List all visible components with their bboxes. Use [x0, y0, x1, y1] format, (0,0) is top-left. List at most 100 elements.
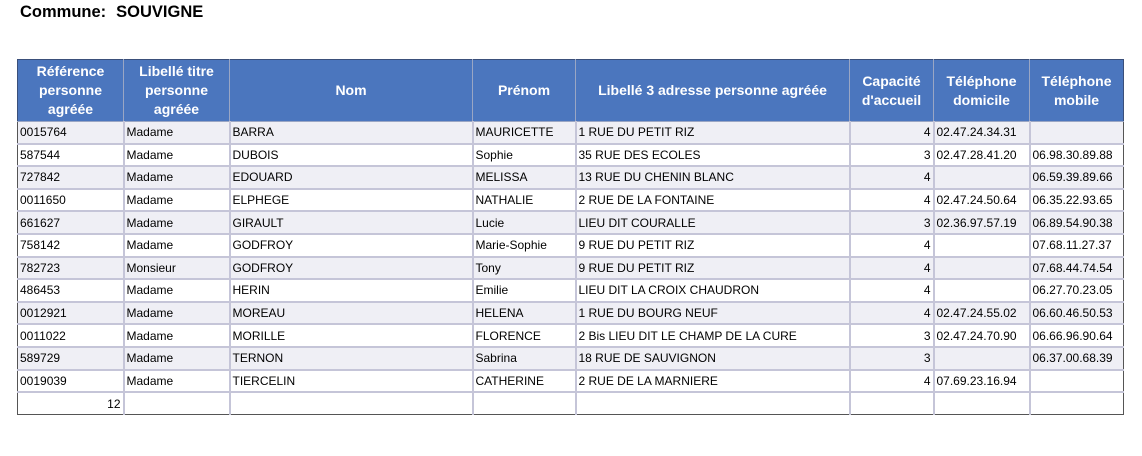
cell-reference: 661627 [17, 211, 124, 235]
column-header-adresse: Libellé 3 adresse personne agréée [575, 59, 850, 122]
cell-nom: MORILLE [228, 324, 473, 348]
total-empty-cell [932, 392, 1030, 416]
cell-tel-mobile: 07.68.44.74.54 [1028, 256, 1124, 281]
cell-reference: 0011650 [17, 188, 124, 213]
table-row: 727842 Madame EDOUARD MELISSA 13 RUE DU CHEN… [17, 166, 1124, 190]
cell-reference: 0019039 [17, 369, 124, 394]
cell-adresse: 1 RUE DU PETIT RIZ [574, 121, 850, 145]
cell-tel-domicile [932, 166, 1030, 190]
cell-tel-domicile [932, 233, 1030, 258]
cell-nom: MOREAU [228, 301, 473, 326]
table-row: 0019039 Madame TIERCELIN CATHERINE 2 RUE DE … [17, 369, 1124, 394]
cell-reference: 589729 [17, 346, 124, 371]
table-row: 0015764 Madame BARRA MAURICETTE 1 RUE DU PET… [17, 121, 1124, 145]
cell-nom: HERIN [228, 279, 473, 303]
column-header-prenom: Prénom [472, 59, 576, 122]
cell-tel-mobile: 06.35.22.93.65 [1028, 188, 1124, 213]
cell-prenom: Sophie [471, 143, 576, 168]
cell-prenom: Marie-Sophie [471, 233, 576, 258]
cell-capacite: 3 [848, 324, 934, 348]
cell-nom: GODFROY [228, 256, 473, 281]
cell-titre: Madame [122, 279, 230, 303]
column-header-nom: Nom [229, 59, 473, 122]
cell-nom: EDOUARD [228, 166, 473, 190]
cell-tel-mobile: 06.27.70.23.05 [1028, 279, 1124, 303]
cell-prenom: HELENA [471, 301, 576, 326]
total-empty-cell [574, 392, 850, 416]
cell-reference: 587544 [17, 143, 124, 168]
commune-label: Commune: [20, 3, 107, 21]
cell-tel-domicile [932, 346, 1030, 371]
cell-capacite: 4 [848, 301, 934, 326]
cell-adresse: 2 RUE DE LA FONTAINE [574, 188, 850, 213]
cell-titre: Madame [122, 324, 230, 348]
table-row: 0012921 Madame MOREAU HELENA 1 RUE DU BOURG … [17, 301, 1124, 326]
cell-tel-mobile: 06.98.30.89.88 [1028, 143, 1124, 168]
cell-nom: TIERCELIN [228, 369, 473, 394]
cell-titre: Madame [122, 233, 230, 258]
cell-prenom: FLORENCE [471, 324, 576, 348]
cell-reference: 0012921 [17, 301, 124, 326]
cell-nom: GODFROY [228, 233, 473, 258]
table-header: Référence personne agréée Libellé titre p… [17, 59, 1124, 122]
cell-adresse: 9 RUE DU PETIT RIZ [574, 256, 850, 281]
agreed-persons-table: Référence personne agréée Libellé titre p… [17, 59, 1124, 416]
cell-adresse: 18 RUE DE SAUVIGNON [574, 346, 850, 371]
table-row: 0011650 Madame ELPHEGE NATHALIE 2 RUE DE LA … [17, 188, 1124, 213]
cell-titre: Madame [122, 121, 230, 145]
table-row: 758142 Madame GODFROY Marie-Sophie 9 RUE DU … [17, 233, 1124, 258]
cell-capacite: 4 [848, 121, 934, 145]
cell-titre: Madame [122, 143, 230, 168]
table-body: 0015764 Madame BARRA MAURICETTE 1 RUE DU PET… [17, 121, 1124, 416]
column-header-capacite: Capacité d'accueil [849, 59, 934, 122]
cell-prenom: MAURICETTE [471, 121, 576, 145]
cell-prenom: CATHERINE [471, 369, 576, 394]
cell-nom: BARRA [228, 121, 473, 145]
cell-adresse: 2 RUE DE LA MARNIERE [574, 369, 850, 394]
cell-tel-mobile [1028, 369, 1124, 394]
cell-nom: ELPHEGE [228, 188, 473, 213]
cell-tel-domicile: 02.47.28.41.20 [932, 143, 1030, 168]
cell-reference: 758142 [17, 233, 124, 258]
cell-tel-mobile: 06.37.00.68.39 [1028, 346, 1124, 371]
table-row: 486453 Madame HERIN Emilie LIEU DIT LA CROIX… [17, 279, 1124, 303]
total-empty-cell [1028, 392, 1124, 416]
table-row: 661627 Madame GIRAULT Lucie LIEU DIT COURALL… [17, 211, 1124, 235]
table-row: 782723 Monsieur GODFROY Tony 9 RUE DU PETIT … [17, 256, 1124, 281]
cell-titre: Madame [122, 211, 230, 235]
cell-tel-domicile: 02.47.24.55.02 [932, 301, 1030, 326]
cell-capacite: 4 [848, 233, 934, 258]
cell-adresse: LIEU DIT COURALLE [574, 211, 850, 235]
cell-capacite: 3 [848, 143, 934, 168]
cell-prenom: Tony [471, 256, 576, 281]
cell-tel-domicile: 07.69.23.16.94 [932, 369, 1030, 394]
cell-prenom: Lucie [471, 211, 576, 235]
table-row: 0011022 Madame MORILLE FLORENCE 2 Bis LIEU D… [17, 324, 1124, 348]
commune-name: SOUVIGNE [116, 3, 204, 21]
cell-prenom: NATHALIE [471, 188, 576, 213]
cell-reference: 0015764 [17, 121, 124, 145]
cell-reference: 486453 [17, 279, 124, 303]
cell-adresse: 2 Bis LIEU DIT LE CHAMP DE LA CURE [574, 324, 850, 348]
cell-titre: Madame [122, 301, 230, 326]
cell-nom: TERNON [228, 346, 473, 371]
cell-prenom: Sabrina [471, 346, 576, 371]
column-header-tel-domicile: Téléphone domicile [933, 59, 1030, 122]
cell-adresse: 9 RUE DU PETIT RIZ [574, 233, 850, 258]
header-row: Référence personne agréée Libellé titre p… [17, 59, 1124, 122]
commune-heading: Commune: SOUVIGNE [20, 3, 203, 22]
cell-adresse: LIEU DIT LA CROIX CHAUDRON [574, 279, 850, 303]
cell-tel-domicile: 02.47.24.34.31 [932, 121, 1030, 145]
cell-tel-mobile: 06.60.46.50.53 [1028, 301, 1124, 326]
cell-capacite: 4 [848, 279, 934, 303]
cell-tel-domicile: 02.36.97.57.19 [932, 211, 1030, 235]
cell-tel-domicile [932, 256, 1030, 281]
cell-titre: Madame [122, 166, 230, 190]
table-row: 589729 Madame TERNON Sabrina 18 RUE DE SAUVI… [17, 346, 1124, 371]
cell-tel-mobile: 06.66.96.90.64 [1028, 324, 1124, 348]
cell-nom: DUBOIS [228, 143, 473, 168]
cell-reference: 0011022 [17, 324, 124, 348]
total-empty-cell [471, 392, 576, 416]
total-row: 12 [17, 392, 1124, 416]
cell-titre: Monsieur [122, 256, 230, 281]
